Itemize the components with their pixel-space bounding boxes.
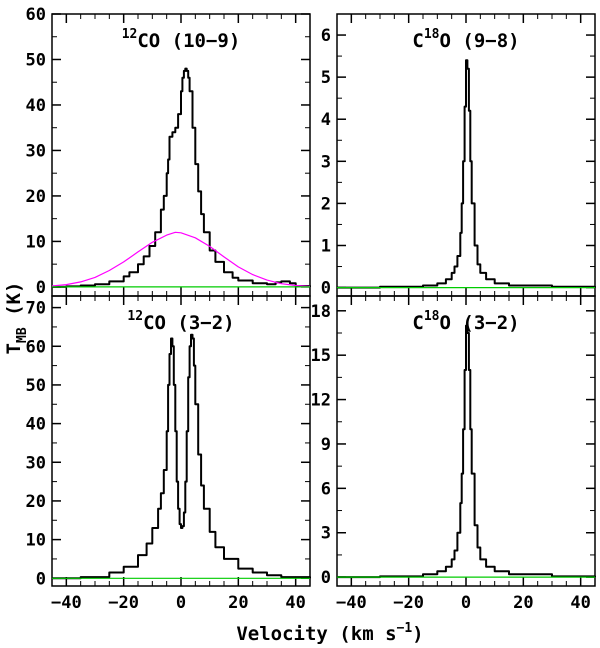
series-spectrum xyxy=(52,333,311,580)
x-tick-label: −20 xyxy=(108,593,139,613)
y-tick-label: 40 xyxy=(26,415,46,435)
x-axis-label-superscript: −1 xyxy=(397,621,413,636)
y-tick-label: 2 xyxy=(321,194,331,214)
panel-title: C18O (9−8) xyxy=(412,27,519,52)
x-tick-label: −40 xyxy=(336,593,367,613)
panel-title-prefix: C xyxy=(412,312,423,334)
x-tick-label: 0 xyxy=(176,593,186,613)
panel-title-superscript: 12 xyxy=(127,309,143,324)
y-tick-label: 60 xyxy=(26,337,46,357)
y-tick-label: 1 xyxy=(321,236,331,256)
y-tick-label: 3 xyxy=(321,152,331,172)
panel-p1: 0 10 20 30 40 50 60 12CO (10−9) xyxy=(26,5,311,298)
panel-title-main: CO (10−9) xyxy=(137,30,240,52)
y-tick-label: 20 xyxy=(26,187,46,207)
x-tick-label: 40 xyxy=(285,593,305,613)
panel-frame xyxy=(336,13,596,297)
series-spectrum xyxy=(337,59,596,289)
panel-title-superscript: 18 xyxy=(424,309,440,324)
panel-frame xyxy=(51,295,311,587)
y-tick-label: 6 xyxy=(321,26,331,46)
x-tick-label: 40 xyxy=(570,593,590,613)
panel-title: 12CO (10−9) xyxy=(122,27,241,52)
y-tick-label: 18 xyxy=(311,302,331,322)
y-tick-label: 20 xyxy=(26,492,46,512)
series-spectrum xyxy=(337,324,596,579)
y-axis-label: TMB (K) xyxy=(3,282,30,355)
y-tick-label: 10 xyxy=(26,232,46,252)
y-tick-label: 6 xyxy=(321,479,331,499)
y-tick-label: 4 xyxy=(321,110,331,130)
series-spectrum xyxy=(52,67,311,288)
panel-title: 12CO (3−2) xyxy=(127,309,234,334)
panel-title-prefix: C xyxy=(412,30,423,52)
panel-title-main: CO (3−2) xyxy=(143,312,235,334)
panel-p2: 0 1 2 3 4 5 6 C18O (9−8) xyxy=(321,13,596,299)
panel-title: C18O (3−2) xyxy=(412,309,519,334)
x-axis-label: Velocity (km s−1) xyxy=(236,621,423,645)
y-tick-label: 10 xyxy=(26,531,46,551)
y-tick-label: 30 xyxy=(26,453,46,473)
panel-frame xyxy=(51,13,311,297)
y-tick-label: 3 xyxy=(321,524,331,544)
panel-title-main: O (3−2) xyxy=(440,312,520,334)
y-tick-label: 0 xyxy=(36,569,46,589)
y-tick-label: 50 xyxy=(26,50,46,70)
y-tick-label: 40 xyxy=(26,96,46,116)
y-tick-label: 0 xyxy=(321,279,331,299)
y-tick-label: 60 xyxy=(26,5,46,25)
y-tick-label: 50 xyxy=(26,376,46,396)
y-tick-label: 0 xyxy=(36,278,46,298)
panel-title-main: O (9−8) xyxy=(440,30,520,52)
x-tick-label: 20 xyxy=(228,593,248,613)
y-tick-label: 5 xyxy=(321,68,331,88)
panel-p3: −40 −20 0 20 40 0 10 20 30 40 50 60 70 12CO (3−2) xyxy=(26,295,311,613)
panel-title-superscript: 12 xyxy=(122,27,138,42)
x-tick-label: −40 xyxy=(51,593,82,613)
series-gaussian-fit xyxy=(51,231,311,287)
x-tick-label: −20 xyxy=(393,593,424,613)
y-tick-label: 70 xyxy=(26,299,46,319)
y-tick-label: 15 xyxy=(311,346,331,366)
y-tick-label: 30 xyxy=(26,141,46,161)
y-tick-label: 12 xyxy=(311,391,331,411)
y-tick-label: 0 xyxy=(321,568,331,588)
y-axis-label-subscript: MB xyxy=(15,327,30,343)
y-tick-label: 9 xyxy=(321,435,331,455)
x-tick-label: 0 xyxy=(461,593,471,613)
panel-title-superscript: 18 xyxy=(424,27,440,42)
x-tick-label: 20 xyxy=(513,593,533,613)
